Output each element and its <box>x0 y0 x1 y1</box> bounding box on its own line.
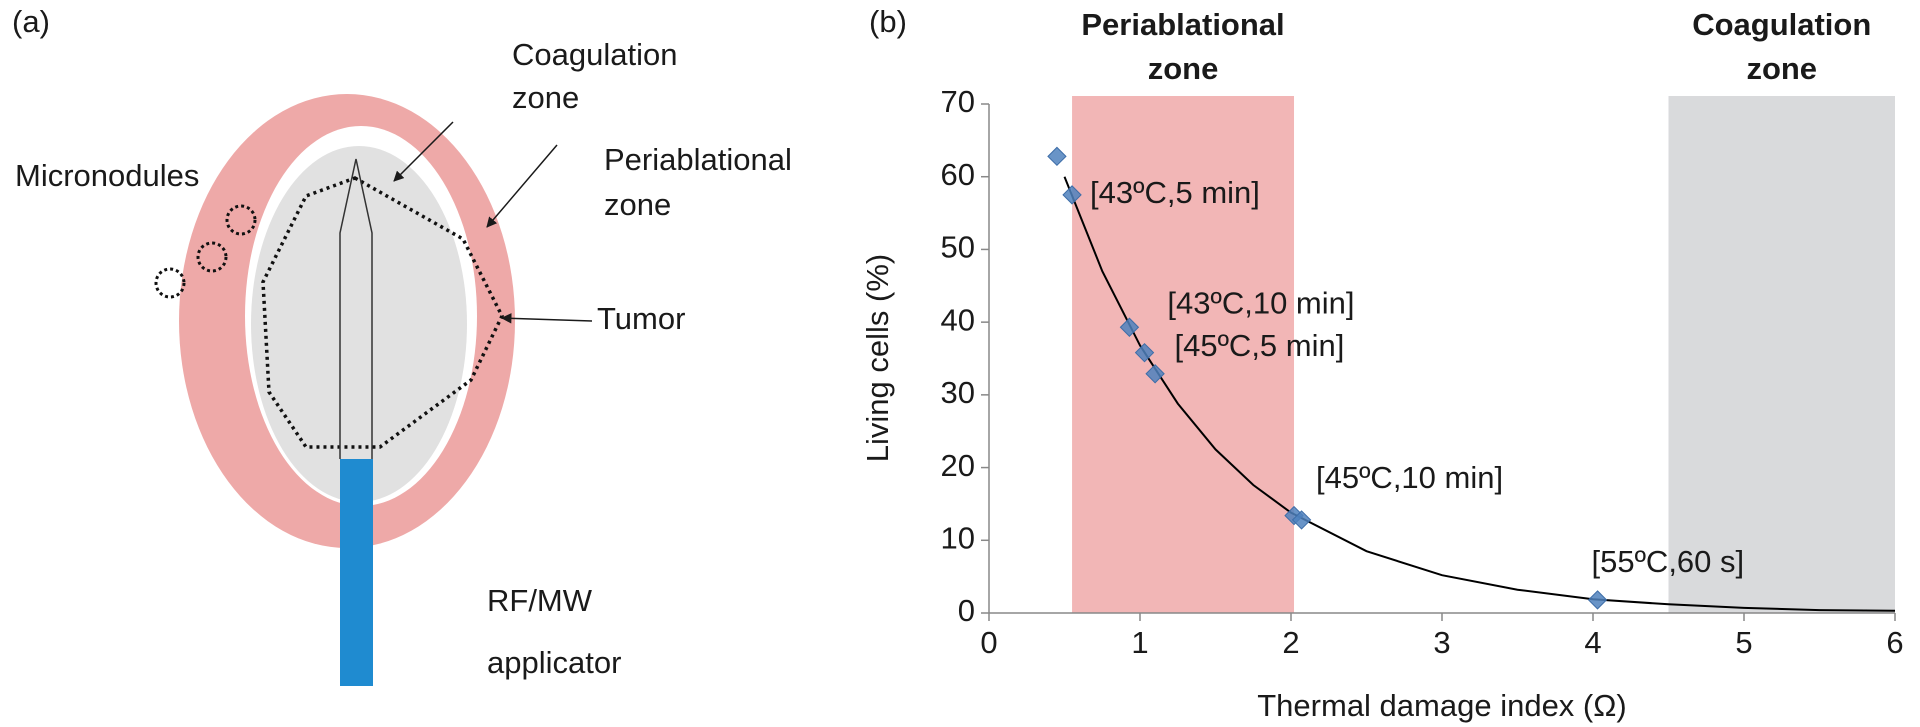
data-point <box>1291 510 1312 530</box>
x-tick-label: 0 <box>980 625 997 660</box>
micronodule <box>154 267 186 299</box>
y-tick-label: 10 <box>941 520 975 555</box>
panel-label: (b) <box>869 4 907 39</box>
fit-curve <box>1063 176 1896 612</box>
label: applicator <box>487 645 621 680</box>
label: Periablational <box>604 142 792 177</box>
point-label: [55ºC,60 s] <box>1592 544 1745 579</box>
arrow <box>486 144 558 228</box>
data-point <box>1047 146 1067 167</box>
x-tick-label: 3 <box>1433 625 1450 660</box>
zone <box>1668 96 1895 613</box>
label: Coagulation <box>512 37 677 72</box>
x-axis-label: Thermal damage index (Ω) <box>1257 688 1627 723</box>
label: Micronodules <box>15 158 199 193</box>
point-label: [45ºC,10 min] <box>1316 460 1503 495</box>
point-label: [45ºC,5 min] <box>1175 328 1345 363</box>
x-tick-label: 2 <box>1282 625 1299 660</box>
y-tick-label: 0 <box>958 593 975 628</box>
arrow <box>500 313 593 324</box>
zone-label: zone <box>1148 51 1219 86</box>
label: RF/MW <box>487 583 593 618</box>
x-tick-label: 4 <box>1584 625 1601 660</box>
micronodule <box>225 204 257 236</box>
applicator <box>340 459 373 686</box>
y-tick-label: 30 <box>941 375 975 410</box>
arrow <box>393 121 454 182</box>
micronodule <box>196 241 228 273</box>
panel-label: (a) <box>12 4 50 39</box>
data-point <box>1119 317 1140 337</box>
y-axis-label: Living cells (%) <box>860 254 895 462</box>
panel-b: (b) Thermal damage index (Ω) Living cell… <box>860 4 1903 723</box>
label: zone <box>512 80 579 115</box>
data-point <box>1587 590 1608 610</box>
y-tick-label: 60 <box>941 157 975 192</box>
data-point <box>1062 185 1082 205</box>
y-tick-label: 20 <box>941 448 975 483</box>
data-point <box>1145 364 1165 384</box>
data-point <box>1134 342 1155 363</box>
zone-label: zone <box>1746 51 1817 86</box>
y-tick-label: 40 <box>941 302 975 337</box>
zone-label: Coagulation <box>1692 7 1871 42</box>
x-tick-label: 5 <box>1735 625 1752 660</box>
point-label: [43ºC,10 min] <box>1167 285 1354 320</box>
x-tick-label: 6 <box>1886 625 1903 660</box>
point-label: [43ºC,5 min] <box>1090 175 1260 210</box>
zone-label: Periablational <box>1081 7 1284 42</box>
needle <box>339 158 373 459</box>
coagulation-zone <box>251 146 467 502</box>
panel-a: (a) Coagulation zone Micronodules Periab… <box>12 4 792 686</box>
y-tick-label: 50 <box>941 230 975 265</box>
x-tick-label: 1 <box>1131 625 1148 660</box>
label: zone <box>604 187 671 222</box>
label: Tumor <box>597 301 685 336</box>
zone <box>1072 96 1295 613</box>
y-tick-label: 70 <box>941 84 975 119</box>
